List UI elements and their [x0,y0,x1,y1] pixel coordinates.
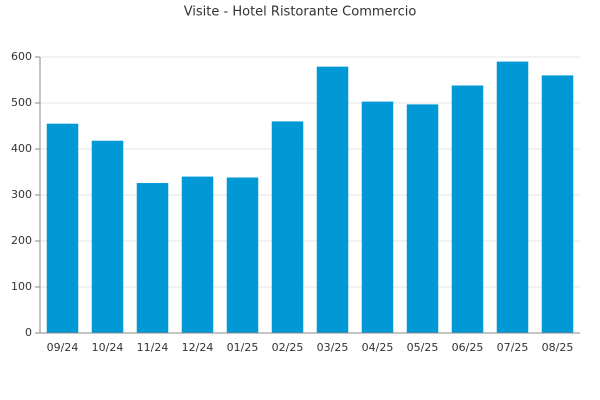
x-tick-label: 01/25 [227,341,259,354]
bar [361,101,394,334]
bar [316,66,349,333]
bar [271,121,304,334]
x-tick-label: 08/25 [542,341,574,354]
bar [406,104,439,333]
x-tick-label: 03/25 [317,341,349,354]
chart-title: Visite - Hotel Ristorante Commercio [184,5,417,20]
bar [541,75,574,334]
x-tick-label: 06/25 [452,341,484,354]
y-tick-label: 0 [25,326,32,339]
bar [91,140,124,333]
bar [226,177,259,333]
x-tick-label: 07/25 [497,341,529,354]
bar [181,176,214,333]
y-tick-label: 200 [11,234,32,247]
bar [451,85,484,334]
x-tick-label: 09/24 [47,341,79,354]
x-tick-label: 10/24 [92,341,124,354]
y-tick-label: 100 [11,280,32,293]
x-tick-label: 11/24 [137,341,169,354]
y-tick-label: 300 [11,188,32,201]
x-tick-label: 02/25 [272,341,304,354]
x-tick-label: 05/25 [407,341,439,354]
bar [46,123,79,333]
x-tick-label: 12/24 [182,341,214,354]
y-tick-label: 500 [11,96,32,109]
y-tick-label: 600 [11,50,32,63]
bar [136,183,169,333]
y-tick-label: 400 [11,142,32,155]
bar [496,61,529,333]
x-tick-label: 04/25 [362,341,394,354]
